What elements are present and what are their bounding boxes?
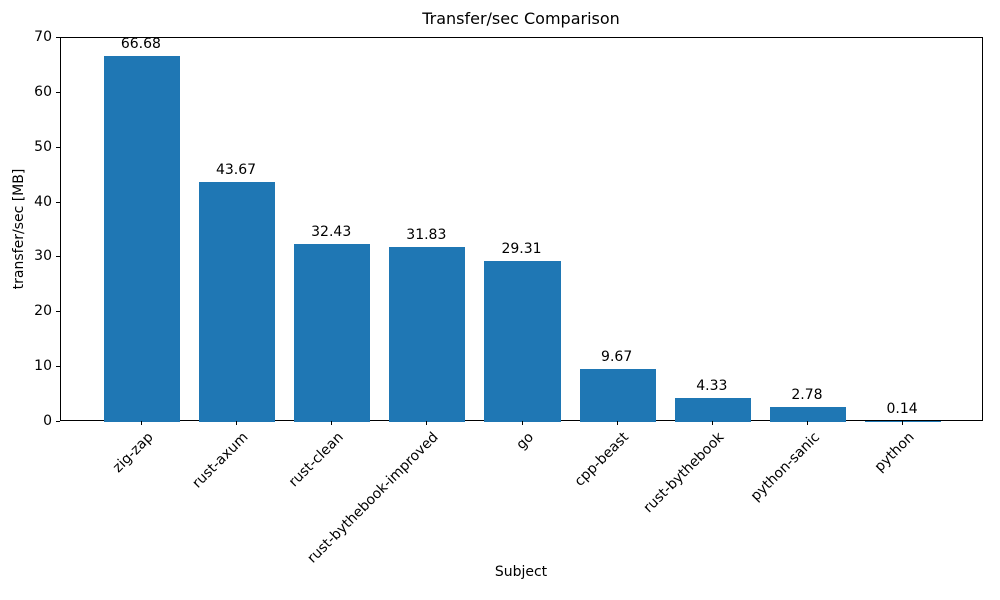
- bar-value-label-cpp-beast: 9.67: [601, 348, 633, 365]
- y-tick-label-30: 30: [34, 248, 52, 265]
- bar-go: [484, 261, 561, 422]
- y-tick: [56, 201, 60, 203]
- bar-value-label-python: 0.14: [886, 401, 918, 417]
- bar-value-label-rust-bythebook: 4.33: [696, 378, 728, 395]
- x-tick-label-rust-bythebook: rust-bythebook: [640, 429, 728, 517]
- bar-value-label-go: 29.31: [501, 241, 542, 258]
- y-tick-label-70: 70: [34, 29, 52, 45]
- y-tick-label-0: 0: [43, 413, 52, 429]
- x-tick-label-cpp-beast: cpp-beast: [571, 429, 633, 490]
- bar-python-sanic: [769, 406, 846, 422]
- y-tick: [56, 366, 60, 368]
- y-tick-label-40: 40: [34, 193, 52, 210]
- x-tick-label-zig-zap: zig-zap: [109, 429, 157, 476]
- y-tick: [56, 256, 60, 258]
- y-axis-label: transfer/sec [MB]: [11, 168, 27, 290]
- x-tick: [902, 421, 904, 425]
- x-tick: [236, 421, 238, 425]
- x-tick-label-rust-clean: rust-clean: [285, 429, 347, 491]
- bar-zig-zap: [103, 56, 180, 422]
- x-tick-label-go: go: [513, 429, 538, 453]
- plot-area: [60, 37, 983, 422]
- x-tick-label-python-sanic: python-sanic: [747, 429, 823, 505]
- bar-value-label-zig-zap: 66.68: [120, 36, 161, 53]
- bar-cpp-beast: [579, 368, 656, 422]
- y-tick: [56, 146, 60, 148]
- bar-value-label-rust-bythebook-improved: 31.83: [406, 227, 447, 244]
- x-tick: [616, 421, 618, 425]
- y-tick-label-60: 60: [34, 83, 52, 100]
- bar-rust-bythebook-improved: [389, 247, 466, 422]
- bar-rust-bythebook: [674, 398, 751, 422]
- x-tick: [331, 421, 333, 425]
- bar-value-label-rust-clean: 32.43: [311, 224, 352, 241]
- y-tick: [56, 311, 60, 313]
- y-tick: [56, 421, 60, 422]
- x-axis-label: Subject: [494, 564, 548, 580]
- x-tick: [140, 421, 142, 425]
- bar-rust-axum: [198, 182, 276, 422]
- y-tick-label-20: 20: [34, 303, 52, 320]
- y-tick: [56, 91, 60, 93]
- bar-value-label-python-sanic: 2.78: [791, 386, 823, 403]
- x-tick: [711, 421, 713, 425]
- x-tick: [426, 421, 428, 425]
- x-tick-label-python: python: [871, 429, 918, 476]
- x-tick: [521, 421, 523, 425]
- y-tick-label-50: 50: [34, 138, 52, 155]
- y-tick: [56, 37, 60, 38]
- bar-rust-clean: [294, 244, 371, 422]
- x-tick-label-rust-axum: rust-axum: [189, 429, 252, 492]
- bar-value-label-rust-axum: 43.67: [215, 162, 257, 179]
- x-tick: [806, 421, 808, 425]
- y-tick-label-10: 10: [34, 358, 52, 375]
- chart-title: Transfer/sec Comparison: [422, 9, 620, 28]
